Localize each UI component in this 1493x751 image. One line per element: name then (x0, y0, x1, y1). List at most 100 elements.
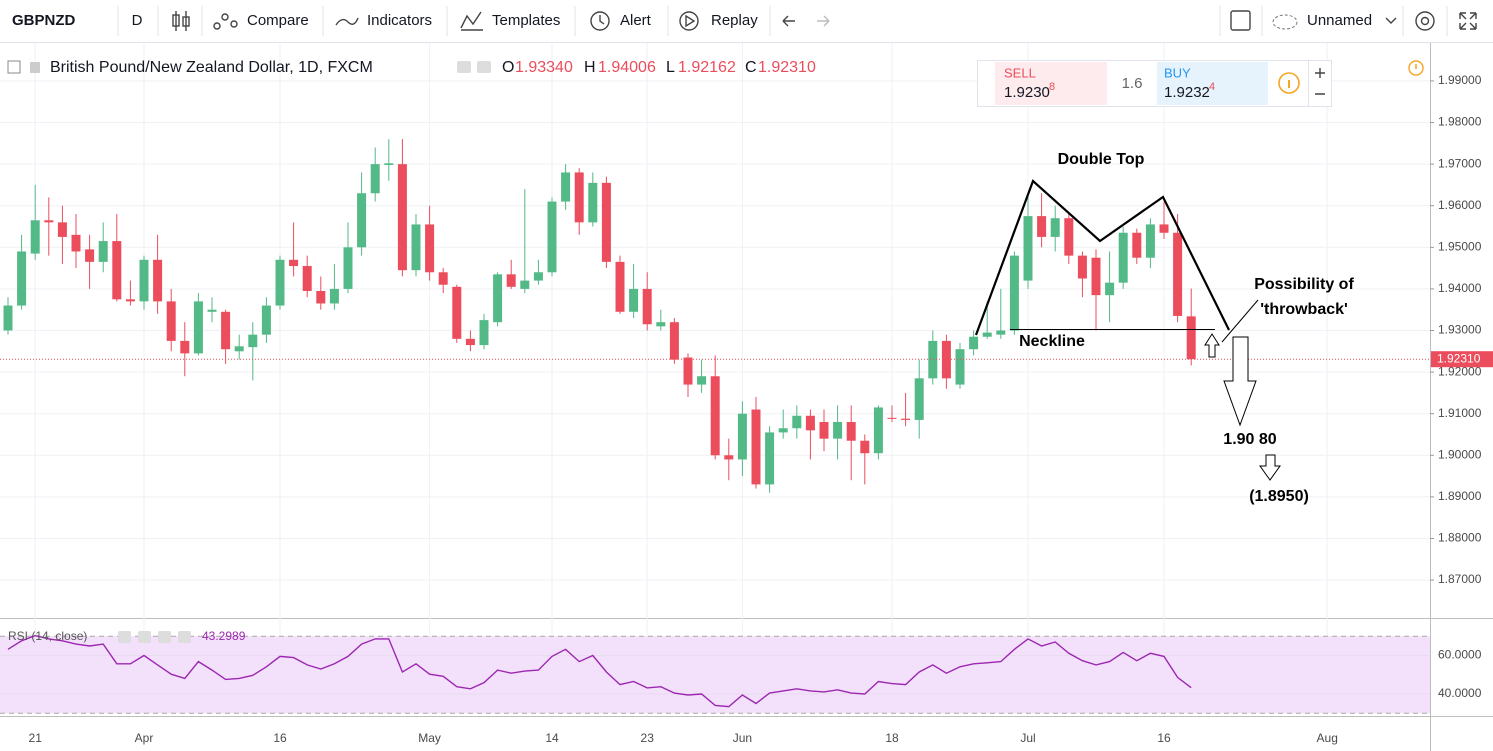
candle-body (561, 172, 571, 202)
candle-body (30, 220, 40, 254)
y-tick-label: 40.0000 (1438, 686, 1482, 700)
annotation: Neckline (1019, 333, 1085, 350)
symbol-flag (30, 62, 40, 73)
candle-body (207, 309, 217, 312)
candle-body (901, 418, 911, 420)
candle-body (425, 224, 435, 273)
annotation: 1.90 80 (1223, 431, 1276, 448)
candle-body (17, 251, 27, 306)
candle-body (996, 330, 1006, 335)
candle-body (98, 241, 108, 262)
candle-body (139, 259, 149, 302)
redo-icon[interactable] (817, 15, 830, 27)
candle-body (166, 301, 176, 341)
y-tick-label: 1.90000 (1438, 447, 1482, 461)
throwback-arrow[interactable] (1204, 333, 1220, 358)
y-tick-label: 1.88000 (1438, 531, 1482, 545)
ohlc-value: 1.93340 (515, 59, 573, 76)
candle-body (370, 164, 380, 194)
templates-button[interactable]: Templates (492, 12, 560, 29)
ohlc-value: 1.92310 (758, 59, 816, 76)
warning-icon[interactable] (1408, 60, 1424, 76)
y-tick-label: 1.93000 (1438, 323, 1482, 337)
alert-icon[interactable] (590, 11, 610, 31)
second-target-arrow[interactable] (1259, 454, 1281, 481)
candle-body (1173, 232, 1183, 316)
last-price-tag (1431, 351, 1493, 368)
candle-body (1132, 232, 1142, 258)
templates-icon[interactable] (460, 11, 483, 31)
indicators-icon[interactable] (335, 17, 359, 26)
legend-icons[interactable] (457, 61, 491, 73)
symbol[interactable]: GBPNZD (12, 12, 76, 29)
candle-body (697, 376, 707, 385)
y-tick-label: 1.99000 (1438, 73, 1482, 87)
compare-button[interactable]: Compare (247, 12, 309, 29)
candle-body (1023, 216, 1033, 281)
replay-icon[interactable] (679, 11, 699, 31)
double-top-line[interactable] (974, 179, 1230, 336)
settings-icon[interactable] (1415, 11, 1435, 31)
sell-pip: 8 (1049, 81, 1055, 93)
candle-body (941, 340, 951, 379)
layout-menu-arrow[interactable] (1385, 17, 1397, 24)
chart-type-icon[interactable] (172, 11, 190, 31)
expand-icon[interactable] (1459, 12, 1477, 30)
candle-body (724, 455, 734, 460)
candle-body (1009, 255, 1019, 331)
target-arrow[interactable] (1223, 336, 1257, 427)
x-tick-label: 14 (545, 731, 559, 745)
undo-icon[interactable] (782, 15, 795, 27)
candle-body (873, 407, 883, 454)
candle-body (805, 415, 815, 431)
info-icon[interactable] (1278, 72, 1300, 94)
candle-body (57, 222, 67, 237)
candle-body (1077, 255, 1087, 279)
candle-body (846, 422, 856, 441)
sell-button[interactable] (995, 62, 1107, 105)
rsi-legend-icons[interactable] (118, 631, 191, 643)
toolbar (0, 0, 1493, 42)
fullscreen-layout-icon[interactable] (1230, 10, 1251, 31)
y-tick-label: 1.87000 (1438, 572, 1482, 586)
candle-body (357, 193, 367, 248)
annotation: (1.8950) (1249, 488, 1309, 505)
ohlc-key: L (666, 59, 675, 76)
candle-body (533, 272, 543, 281)
candle-body (1118, 232, 1128, 283)
y-tick-label: 1.91000 (1438, 406, 1482, 420)
candle-body (44, 220, 54, 223)
collapse-icon[interactable] (7, 60, 21, 74)
candle-body (180, 340, 190, 354)
last-price-label: 1.92310 (1437, 351, 1481, 365)
candle-body (547, 201, 557, 273)
indicators-button[interactable]: Indicators (367, 12, 432, 29)
y-tick-label: 1.98000 (1438, 115, 1482, 129)
candle-body (792, 415, 802, 429)
interval[interactable]: D (132, 12, 143, 29)
cloud-icon (1272, 14, 1298, 30)
x-tick-label: Aug (1317, 731, 1338, 745)
layout-name[interactable]: Unnamed (1307, 12, 1372, 29)
buy-button[interactable] (1157, 62, 1268, 105)
y-tick-label: 1.97000 (1438, 156, 1482, 170)
candle-body (3, 305, 13, 331)
candle-body (316, 290, 326, 304)
alert-button[interactable]: Alert (620, 12, 652, 29)
candle-body (969, 336, 979, 350)
ohlc-legend: O 1.93340 H 1.94006 L 1.92162 C 1.92310 (502, 59, 816, 76)
candle-body (397, 164, 407, 271)
candle-body (302, 266, 312, 291)
y-tick-label: 60.0000 (1438, 648, 1482, 662)
rsi-value: 43.2989 (202, 629, 246, 643)
x-tick-label: 23 (641, 731, 655, 745)
candle-body (1186, 316, 1196, 360)
replay-button[interactable]: Replay (711, 12, 758, 29)
ohlc-value: 1.92162 (678, 59, 736, 76)
quantity-buttons[interactable] (1315, 68, 1325, 95)
throwback-pointer[interactable] (1221, 299, 1259, 343)
compare-icon[interactable] (213, 13, 238, 30)
x-tick-label: Apr (135, 731, 154, 745)
annotation: Double Top (1058, 151, 1145, 168)
candle-body (493, 274, 503, 323)
